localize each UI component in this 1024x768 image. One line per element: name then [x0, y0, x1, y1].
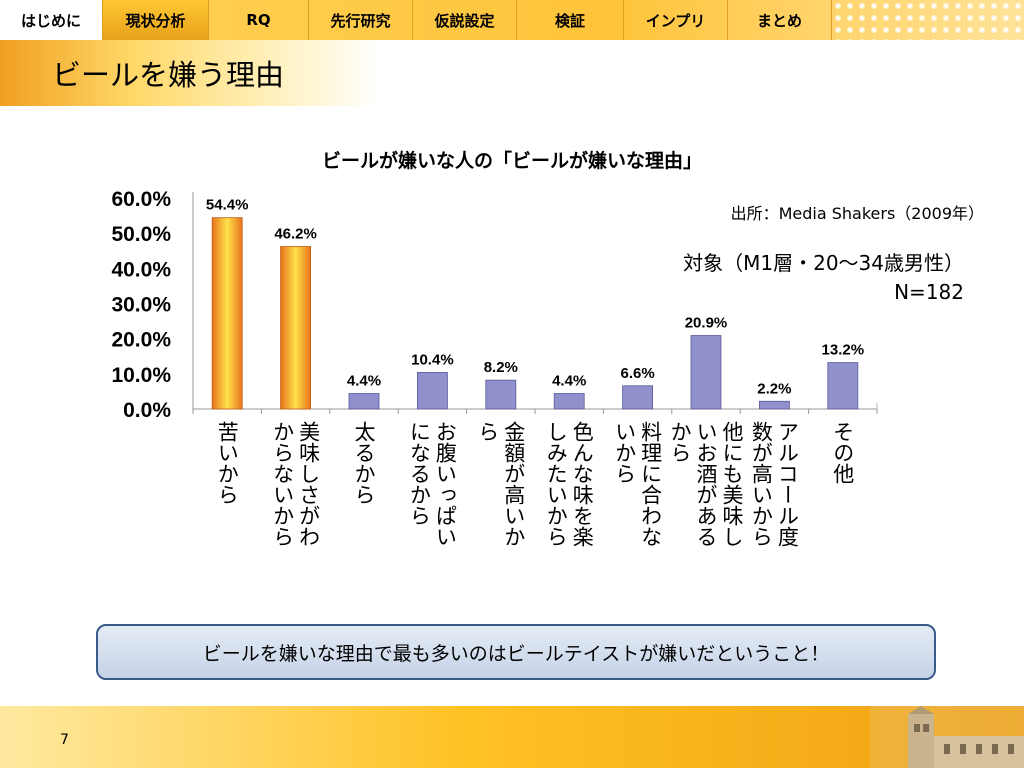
top-nav: はじめに 現状分析 RQ 先行研究 仮説設定 検証 インプリ まとめ [0, 0, 1024, 40]
category-label-6: 色んな味を楽しみたいから [544, 421, 594, 547]
category-label-2: 美味しさがわからないから [271, 421, 321, 547]
category-label-4: お腹いっぱいになるから [407, 421, 457, 547]
bar-3 [348, 393, 380, 410]
value-label-6: 4.4% [552, 373, 586, 390]
category-label-1: 苦いから [215, 421, 239, 505]
nav-tab-hypothesis[interactable]: 仮説設定 [413, 0, 517, 40]
category-label-7: 料理に合わないから [613, 421, 663, 547]
bar-7 [622, 385, 653, 410]
chart-source: 出所：Media Shakers（2009年） [730, 204, 984, 223]
y-tick-label: 50.0% [111, 223, 171, 246]
bar-1 [211, 217, 243, 410]
bar-2 [280, 246, 312, 410]
nav-tab-intro[interactable]: はじめに [0, 0, 103, 40]
title-band [0, 40, 380, 106]
category-label-8: 他にも美味しいお酒があるから [668, 421, 744, 547]
value-label-3: 4.4% [347, 373, 381, 390]
value-label-2: 46.2% [274, 226, 317, 243]
bar-10 [827, 362, 859, 410]
chart-title: ビールが嫌いな人の「ビールが嫌いな理由」 [321, 150, 702, 172]
y-tick-label: 60.0% [111, 188, 171, 211]
y-tick-label: 40.0% [111, 258, 171, 281]
page-number: 7 [60, 732, 69, 748]
nav-decoration [832, 0, 1024, 40]
nav-tab-summary[interactable]: まとめ [728, 0, 832, 40]
value-label-10: 13.2% [822, 342, 865, 359]
value-label-5: 8.2% [484, 359, 518, 376]
nav-tab-verification[interactable]: 検証 [517, 0, 624, 40]
value-label-1: 54.4% [206, 197, 249, 214]
bar-chart: 60.0% 50.0% 40.0% 30.0% 20.0% 10.0% 0.0% 54.4%… [111, 188, 878, 547]
y-tick-label: 20.0% [111, 329, 171, 352]
value-label-9: 2.2% [757, 380, 791, 397]
y-tick-label: 30.0% [111, 294, 171, 317]
conclusion-callout: ビールを嫌いな理由で最も多いのはビールテイストが嫌いだということ！ [96, 624, 936, 680]
category-label-3: 太るから [352, 421, 376, 505]
value-label-7: 6.6% [620, 365, 654, 382]
nav-tab-current-analysis[interactable]: 現状分析 [103, 0, 209, 40]
nav-tab-rq[interactable]: RQ [209, 0, 309, 40]
nav-tab-implications[interactable]: インプリ [624, 0, 728, 40]
bar-5 [485, 379, 517, 410]
nav-tab-prior-research[interactable]: 先行研究 [309, 0, 413, 40]
value-label-8: 20.9% [685, 315, 728, 332]
bar-9 [759, 400, 790, 410]
bar-6 [553, 393, 585, 410]
footer-band [0, 706, 1024, 768]
chart-target: 対象（M1層・20～34歳男性） [683, 251, 964, 275]
slide-title: ビールを嫌う理由 [52, 58, 285, 92]
category-label-5: 金額が高いから [476, 421, 526, 547]
y-tick-label: 0.0% [123, 399, 171, 422]
conclusion-text: ビールを嫌いな理由で最も多いのはビールテイストが嫌いだということ！ [202, 642, 830, 665]
building-illustration [870, 706, 1024, 768]
category-label-10: その他 [831, 421, 855, 484]
bar-4 [416, 372, 448, 410]
y-tick-label: 10.0% [111, 364, 171, 387]
bar-8 [690, 335, 722, 410]
chart-sample-size: N=182 [894, 280, 964, 304]
category-label-9: アルコール度数が高いから [749, 421, 799, 547]
value-label-4: 10.4% [411, 351, 454, 368]
